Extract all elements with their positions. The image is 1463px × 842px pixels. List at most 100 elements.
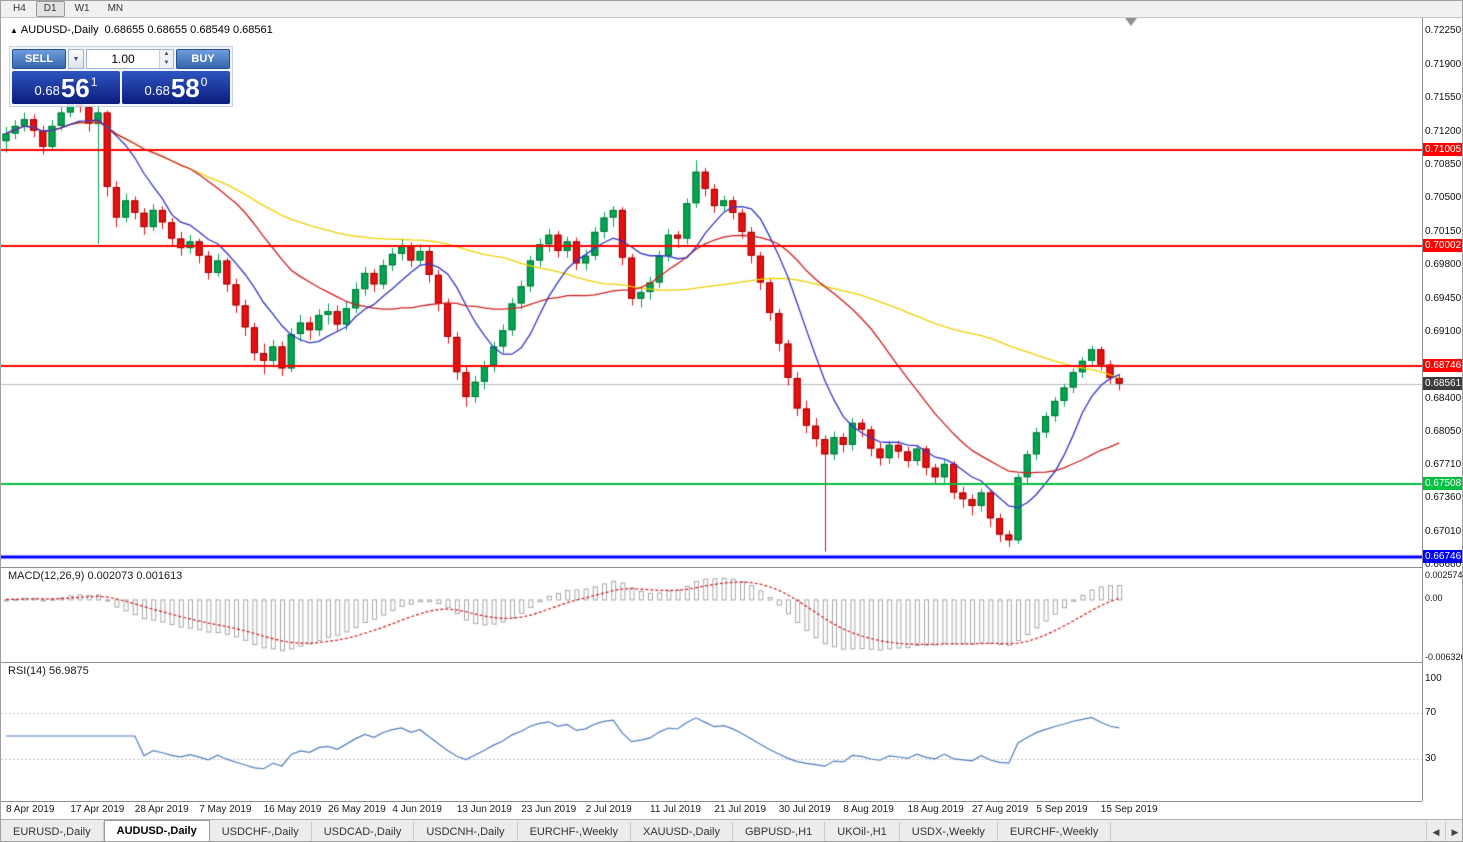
price-axis[interactable]: 0.72250 0.71900 0.71550 0.71200 0.70850 0.705… xyxy=(1422,18,1463,801)
price-axis-label: 0.70500 xyxy=(1425,192,1462,204)
macd-axis-label: 0.00 xyxy=(1425,593,1443,604)
rsi-panel-divider[interactable] xyxy=(1,662,1462,663)
price-axis-label: 0.69450 xyxy=(1425,292,1462,304)
date-axis-label: 30 Jul 2019 xyxy=(778,804,831,815)
one-click-trading-panel: SELL ▼ 1.00 ▲ ▼ BUY 0.68 56 1 0.68 58 0 xyxy=(9,46,233,107)
sell-price-main: 0.68 xyxy=(34,83,60,98)
price-axis-label: 0.72250 xyxy=(1425,25,1462,37)
volume-decrease-button[interactable]: ▼ xyxy=(160,59,173,68)
buy-price-pips: 58 xyxy=(170,73,200,103)
date-axis-label: 4 Jun 2019 xyxy=(392,804,442,815)
price-axis-label: 0.70150 xyxy=(1425,225,1462,237)
macd-axis-label: -0.006326 xyxy=(1425,651,1463,662)
chart-symbol-label: AUDUSD-,Daily xyxy=(20,24,99,36)
rsi-indicator-canvas[interactable] xyxy=(1,663,1422,800)
sell-button[interactable]: SELL xyxy=(12,49,66,69)
level-price-badge[interactable]: 0.71005 xyxy=(1423,143,1462,157)
timeframe-button-w1[interactable]: W1 xyxy=(74,3,90,14)
price-axis-label: 0.69800 xyxy=(1425,259,1462,271)
date-axis-label: 2 Jul 2019 xyxy=(585,804,632,815)
chart-ohlc-values: 0.68655 0.68655 0.68549 0.68561 xyxy=(104,24,273,36)
buy-button[interactable]: BUY xyxy=(176,49,230,69)
level-price-badge[interactable]: 0.66746 xyxy=(1423,549,1462,563)
chart-tab-usdx-weekly[interactable]: USDX-,Weekly xyxy=(900,822,998,841)
date-axis-label: 17 Apr 2019 xyxy=(70,804,125,815)
rsi-axis-label: 70 xyxy=(1425,707,1437,719)
rsi-panel-label: RSI(14) 56.9875 xyxy=(8,665,89,677)
date-axis-label: 18 Aug 2019 xyxy=(907,804,964,815)
chart-tab-audusd-daily[interactable]: AUDUSD-,Daily xyxy=(103,820,210,841)
chart-tab-eurchf-weekly[interactable]: EURCHF-,Weekly xyxy=(998,822,1112,841)
chart-tab-gbpusd-h1[interactable]: GBPUSD-,H1 xyxy=(733,822,826,841)
price-axis-label: 0.71200 xyxy=(1425,125,1462,137)
chart-tab-usdcnh-daily[interactable]: USDCNH-,Daily xyxy=(414,822,518,841)
macd-indicator-canvas[interactable] xyxy=(1,568,1422,662)
date-axis-label: 13 Jun 2019 xyxy=(456,804,512,815)
chart-tab-ukoil-h1[interactable]: UKOil-,H1 xyxy=(825,822,900,841)
macd-panel-divider[interactable] xyxy=(1,567,1462,568)
price-axis-label: 0.68050 xyxy=(1425,426,1462,438)
chart-tab-usdchf-daily[interactable]: USDCHF-,Daily xyxy=(210,822,312,841)
date-axis-label: 28 Apr 2019 xyxy=(134,804,189,815)
level-price-badge[interactable]: 0.70002 xyxy=(1423,239,1462,252)
timeframe-toolbar: H4 D1 W1 MN xyxy=(1,1,1462,18)
date-axis-label: 26 May 2019 xyxy=(328,804,386,815)
buy-price-main: 0.68 xyxy=(144,83,170,98)
timeframe-button-h4[interactable]: H4 xyxy=(13,3,26,14)
volume-spinner: ▲ ▼ xyxy=(159,50,173,68)
sell-price-display[interactable]: 0.68 56 1 xyxy=(12,71,120,104)
buy-price-display[interactable]: 0.68 58 0 xyxy=(122,71,230,104)
bottom-tabbar: EURUSD-,Daily AUDUSD-,Daily USDCHF-,Daily U… xyxy=(1,819,1462,841)
volume-box: 1.00 ▲ ▼ xyxy=(86,49,174,69)
rsi-indicator-value: 56.9875 xyxy=(48,665,89,677)
volume-increase-button[interactable]: ▲ xyxy=(160,50,173,59)
sell-price-point: 1 xyxy=(90,75,98,89)
price-axis-label: 0.70850 xyxy=(1425,159,1462,171)
macd-indicator-values: 0.002073 0.001613 xyxy=(87,570,183,582)
volume-input[interactable]: 1.00 xyxy=(111,52,135,66)
rsi-indicator-name: RSI(14) xyxy=(8,665,46,677)
price-axis-label: 0.66660 xyxy=(1425,559,1462,571)
date-axis-label: 15 Sep 2019 xyxy=(1100,804,1158,815)
sell-price-pips: 56 xyxy=(60,73,90,103)
buy-price-point: 0 xyxy=(200,75,208,89)
date-axis[interactable]: 8 Apr 2019 17 Apr 2019 28 Apr 2019 7 May 20… xyxy=(1,801,1422,820)
macd-axis-label: 0.002574 xyxy=(1425,569,1463,580)
rsi-axis-label: 100 xyxy=(1425,673,1442,684)
tab-scroll-right-icon[interactable]: ▶ xyxy=(1445,822,1462,841)
chart-title: ▲ AUDUSD-,Daily 0.68655 0.68655 0.68549 0.… xyxy=(10,24,273,36)
price-axis-label: 0.71550 xyxy=(1425,92,1462,104)
order-type-dropdown[interactable]: ▼ xyxy=(68,49,84,69)
timeframe-button-d1[interactable]: D1 xyxy=(35,1,65,17)
chart-tab-eurusd-daily[interactable]: EURUSD-,Daily xyxy=(1,822,104,841)
chart-tab-eurchf-weekly[interactable]: EURCHF-,Weekly xyxy=(518,822,631,841)
tick-direction-icon: ▲ xyxy=(10,26,18,35)
macd-panel-label: MACD(12,26,9) 0.002073 0.001613 xyxy=(8,570,182,582)
date-axis-label: 8 Apr 2019 xyxy=(6,804,55,815)
date-axis-label: 11 Jul 2019 xyxy=(650,804,701,815)
date-axis-label: 8 Aug 2019 xyxy=(843,804,894,815)
date-axis-label: 16 May 2019 xyxy=(263,804,322,815)
date-axis-label: 21 Jul 2019 xyxy=(714,804,767,815)
current-price-badge: 0.68561 xyxy=(1423,376,1462,390)
chart-tab-xauusd-daily[interactable]: XAUUSD-,Daily xyxy=(631,822,733,841)
timeframe-button-mn[interactable]: MN xyxy=(107,3,124,14)
price-axis-label: 0.67360 xyxy=(1425,492,1462,504)
date-axis-label: 23 Jun 2019 xyxy=(521,804,577,815)
price-chart-canvas[interactable] xyxy=(1,18,1422,567)
date-axis-label: 5 Sep 2019 xyxy=(1036,804,1088,815)
macd-indicator-name: MACD(12,26,9) xyxy=(8,570,85,582)
date-axis-label: 27 Aug 2019 xyxy=(972,804,1029,815)
price-axis-label: 0.69100 xyxy=(1425,326,1462,338)
price-axis-label: 0.67710 xyxy=(1425,458,1462,470)
price-axis-label: 0.71900 xyxy=(1425,58,1462,70)
price-axis-label: 0.68400 xyxy=(1425,392,1462,404)
level-price-badge[interactable]: 0.68746 xyxy=(1423,358,1462,372)
level-price-badge[interactable]: 0.67508 xyxy=(1423,477,1462,491)
rsi-axis-label: 30 xyxy=(1425,752,1437,764)
chart-tab-usdcad-daily[interactable]: USDCAD-,Daily xyxy=(312,822,415,841)
tab-scroll-left-icon[interactable]: ◀ xyxy=(1426,822,1445,841)
price-axis-label: 0.67010 xyxy=(1425,525,1462,537)
date-axis-label: 7 May 2019 xyxy=(199,804,252,815)
